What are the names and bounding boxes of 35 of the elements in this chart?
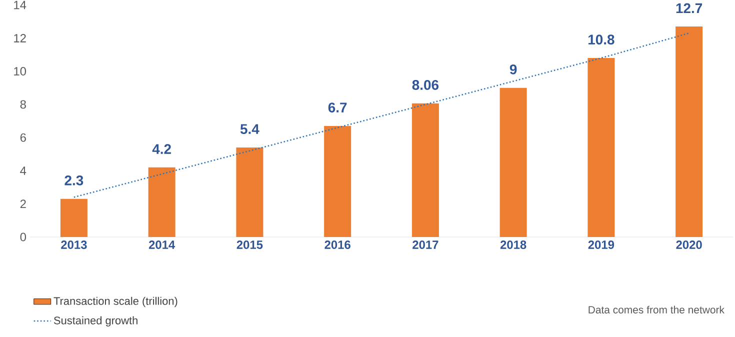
x-tick-label: 2019 [588,240,614,249]
x-tick-label: 2017 [412,240,438,249]
x-tick-label: 2018 [500,240,526,249]
data-label: 9 [510,64,517,74]
data-label: 10.8 [588,34,614,45]
text: Data comes from the network [588,306,724,314]
y-tick-label: 4 [20,166,26,175]
bar [236,148,264,237]
x-tick-label: 2014 [148,240,176,249]
y-tick-label: 10 [14,67,26,76]
bar [412,103,439,237]
y-tick-label: 6 [20,133,26,142]
bar [324,126,352,237]
y-tick-label: 2 [20,200,26,208]
data-label: 2.3 [64,175,84,186]
bar [676,26,703,237]
y-tick-label: 12 [14,34,26,42]
data-label: 12.7 [676,3,702,14]
legend-label: Transaction scale (trillion) [54,296,178,308]
x-tick-label: 2013 [61,240,87,250]
bar [588,58,615,237]
x-tick-label: 2015 [236,240,263,249]
y-tick-label: 14 [14,0,26,10]
data-label: 6.7 [328,102,347,112]
bar [148,167,176,237]
data-label: 5.4 [240,124,260,134]
x-tick-label: 2020 [676,240,702,249]
data-label: 4.2 [152,144,171,154]
legend-label: Sustained growth [54,316,138,326]
y-tick-label: 0 [20,232,26,242]
bar [500,88,527,237]
y-tick-label: 8 [20,100,26,109]
x-tick-label: 2016 [324,240,350,249]
bar [60,198,88,237]
data-label: 8.06 [412,80,438,90]
